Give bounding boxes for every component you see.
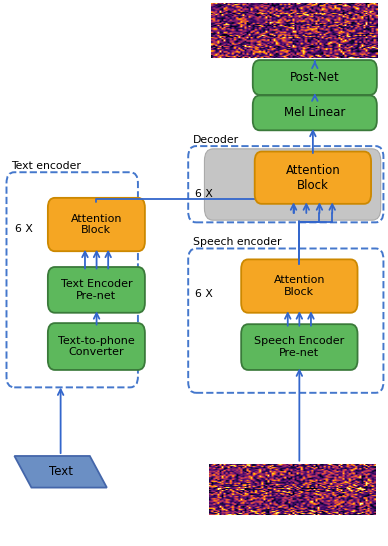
Polygon shape xyxy=(14,456,107,488)
Text: Speech encoder: Speech encoder xyxy=(193,237,281,247)
Text: Attention
Block: Attention Block xyxy=(71,213,122,235)
Text: Text-to-phone
Converter: Text-to-phone Converter xyxy=(58,336,135,357)
FancyBboxPatch shape xyxy=(241,259,357,313)
Text: Post-Net: Post-Net xyxy=(290,71,340,84)
Text: Attention
Block: Attention Block xyxy=(274,275,325,297)
Text: 6 X: 6 X xyxy=(16,224,33,234)
Text: Text: Text xyxy=(48,465,73,478)
FancyBboxPatch shape xyxy=(255,152,371,204)
FancyBboxPatch shape xyxy=(253,60,377,95)
Text: Text encoder: Text encoder xyxy=(12,161,81,170)
Text: Decoder: Decoder xyxy=(193,135,239,145)
Text: 6 X: 6 X xyxy=(195,289,213,299)
Text: 6 X: 6 X xyxy=(195,189,213,199)
Text: Text Encoder
Pre-net: Text Encoder Pre-net xyxy=(61,279,132,301)
FancyBboxPatch shape xyxy=(48,267,145,313)
FancyBboxPatch shape xyxy=(253,96,377,130)
Text: Attention
Block: Attention Block xyxy=(286,164,340,192)
Text: Speech Encoder
Pre-net: Speech Encoder Pre-net xyxy=(254,336,345,358)
FancyBboxPatch shape xyxy=(204,149,381,220)
Text: Mel Linear: Mel Linear xyxy=(284,106,345,120)
FancyBboxPatch shape xyxy=(48,198,145,251)
FancyBboxPatch shape xyxy=(48,323,145,370)
FancyBboxPatch shape xyxy=(241,324,357,370)
